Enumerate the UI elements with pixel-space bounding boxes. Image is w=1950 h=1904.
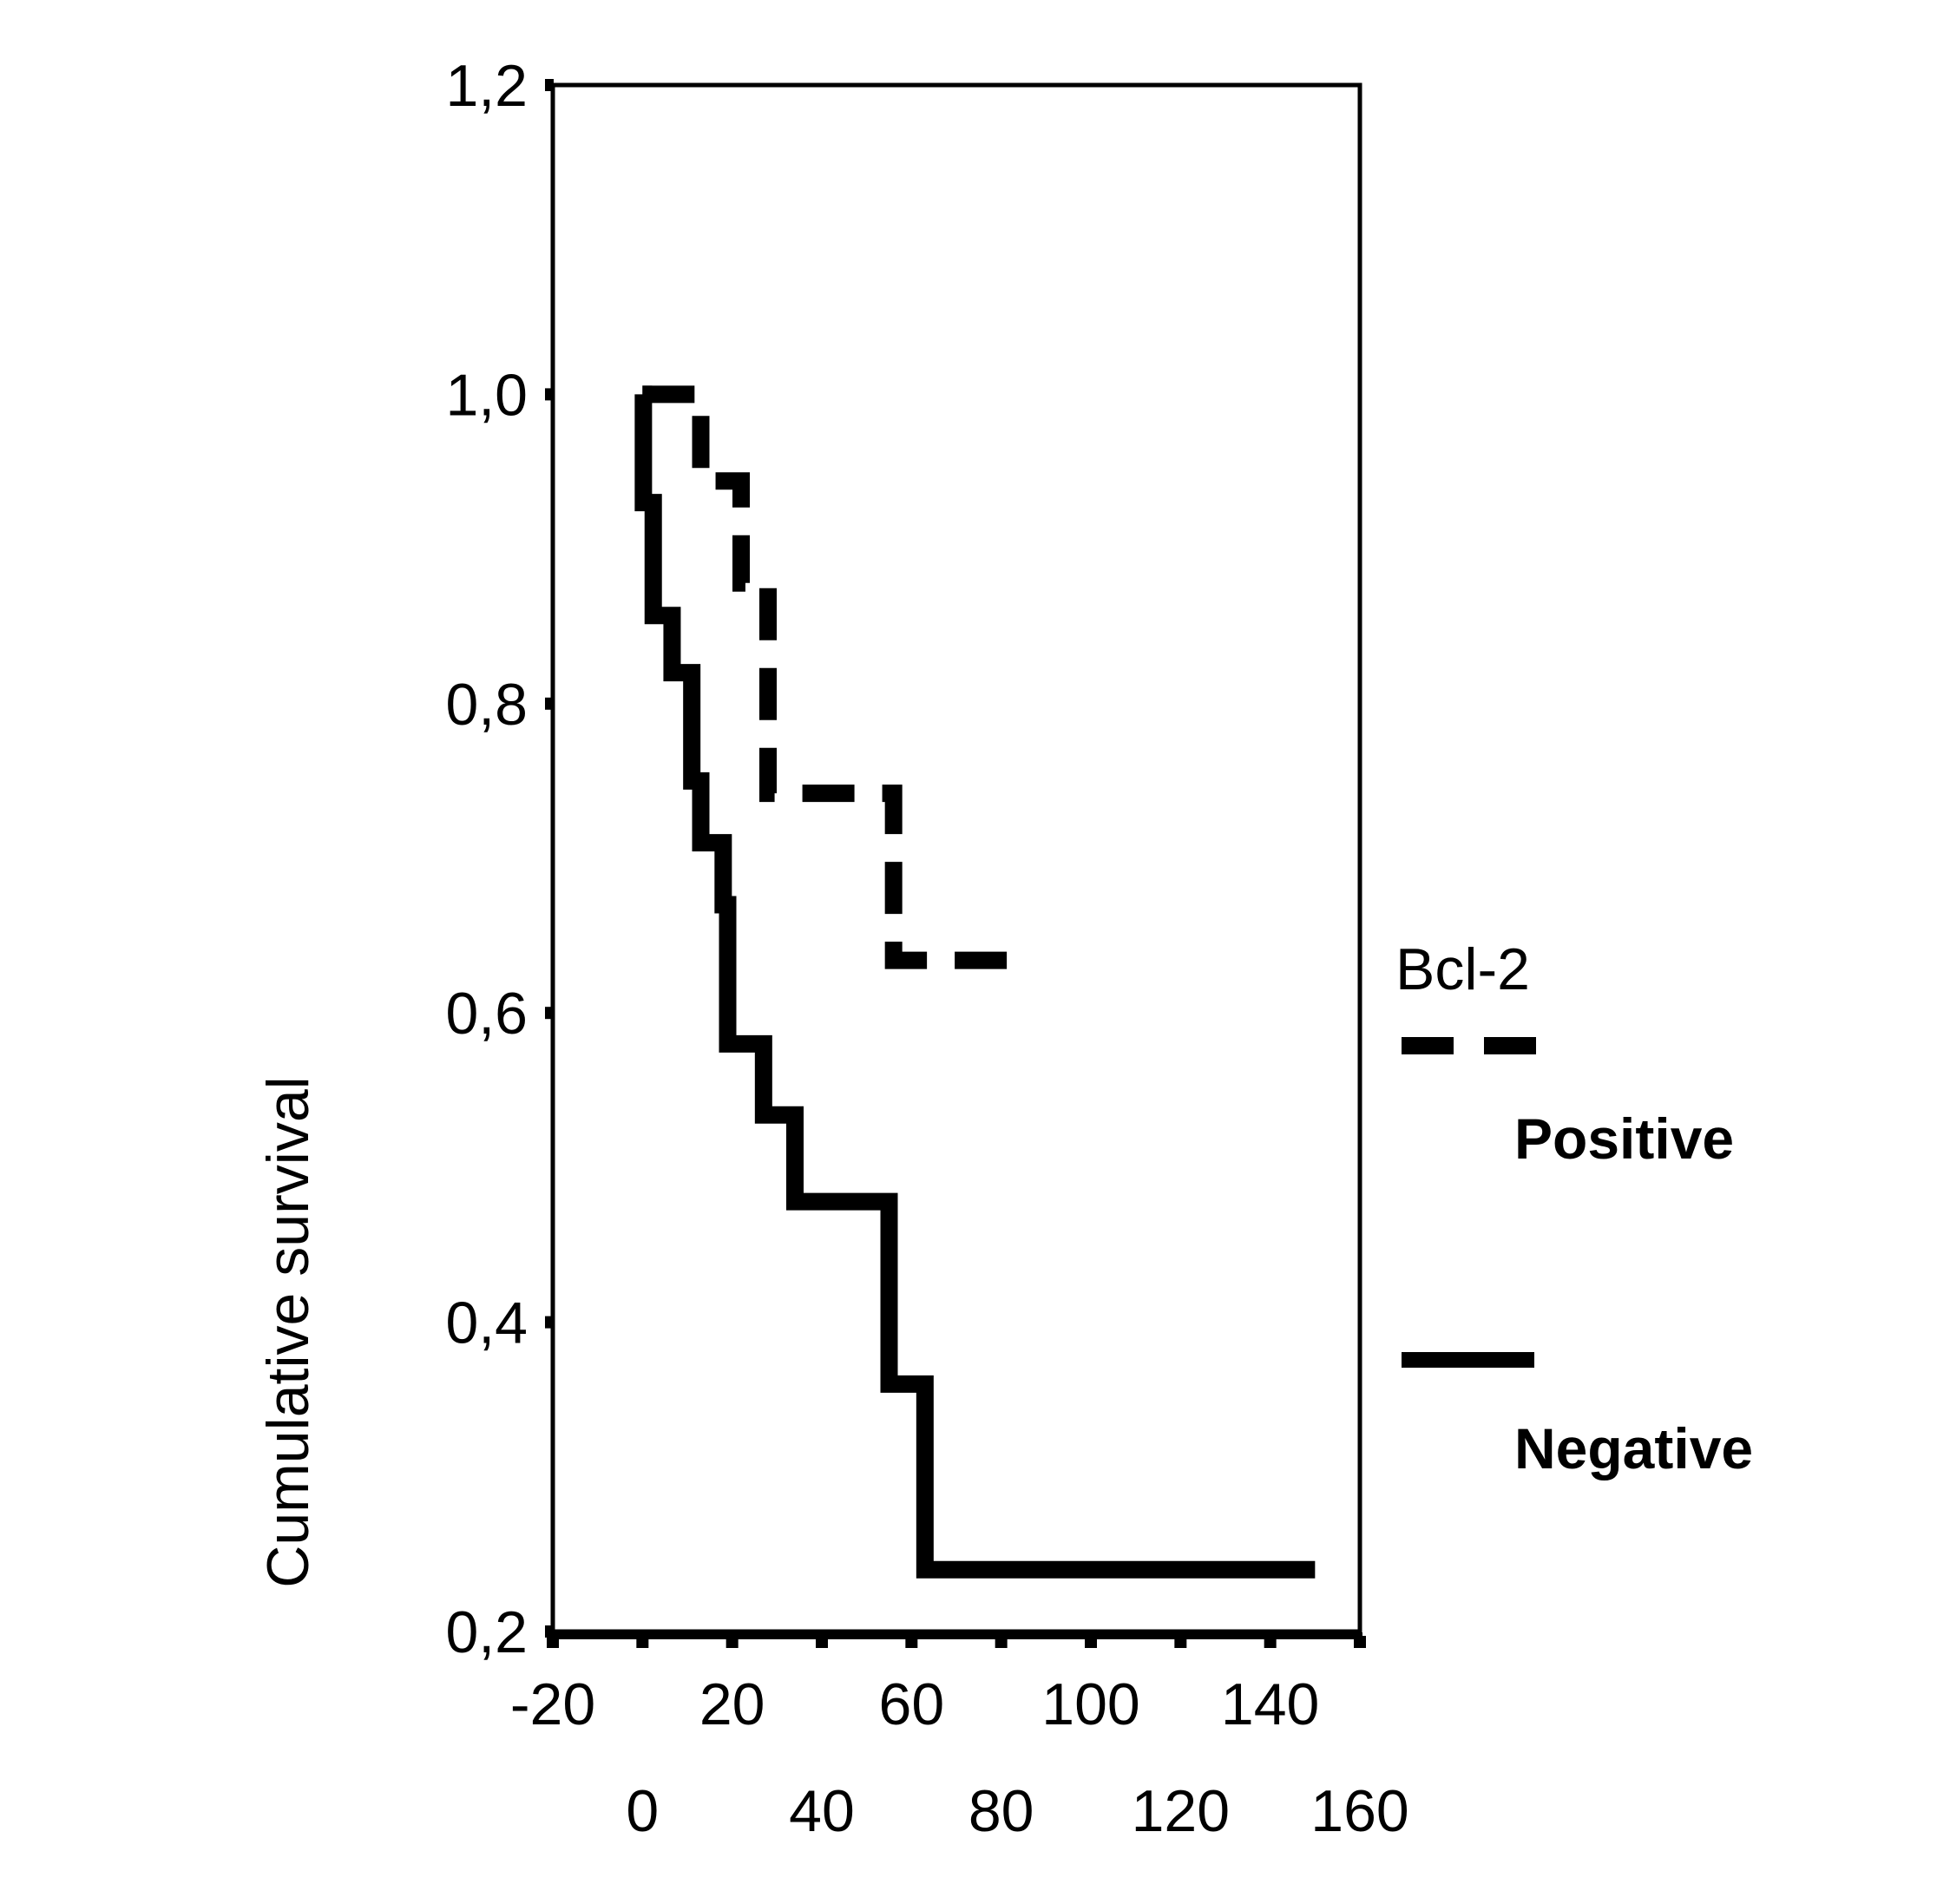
y-tick-label: 1,0	[445, 362, 528, 428]
x-tick-mark	[1264, 1636, 1277, 1648]
x-tick-mark	[1354, 1636, 1366, 1648]
y-tick-mark	[545, 79, 554, 91]
y-tick-mark	[545, 1007, 554, 1020]
legend-label-negative: Negative	[1514, 1416, 1753, 1481]
x-tick-mark	[726, 1636, 739, 1648]
x-tick-mark	[636, 1636, 649, 1648]
x-tick-mark	[816, 1636, 828, 1648]
x-tick-label: 120	[1132, 1778, 1230, 1844]
x-tick-mark	[995, 1636, 1008, 1648]
x-tick-label: 60	[879, 1671, 945, 1737]
series-line-negative	[634, 385, 1316, 1579]
x-tick-label: 80	[968, 1778, 1034, 1844]
x-tick-label: 20	[699, 1671, 765, 1737]
y-tick-mark	[545, 388, 554, 401]
y-tick-label: 0,2	[445, 1599, 528, 1665]
x-tick-label: 40	[789, 1778, 855, 1844]
y-tick-mark	[545, 1625, 554, 1638]
y-tick-label: 1,2	[445, 53, 528, 119]
y-tick-label: 0,6	[445, 981, 528, 1047]
x-tick-label: -20	[510, 1671, 595, 1737]
x-tick-mark	[905, 1636, 918, 1648]
series-line-positive	[642, 385, 1033, 969]
y-axis-label: Cumulative survival	[255, 1076, 321, 1588]
plot-frame	[550, 82, 1362, 1634]
x-tick-label: 140	[1221, 1671, 1319, 1737]
y-tick-label: 0,8	[445, 672, 528, 738]
legend-label-positive: Positive	[1514, 1106, 1734, 1171]
x-tick-mark	[547, 1636, 559, 1648]
legend-title: Bcl-2	[1395, 936, 1530, 1002]
y-tick-label: 0,4	[445, 1290, 528, 1356]
x-tick-mark	[1174, 1636, 1187, 1648]
x-tick-label: 160	[1310, 1778, 1408, 1844]
x-tick-label: 100	[1041, 1671, 1139, 1737]
y-tick-mark	[545, 697, 554, 710]
x-tick-label: 0	[626, 1778, 659, 1844]
x-tick-mark	[1085, 1636, 1097, 1648]
y-tick-mark	[545, 1316, 554, 1329]
